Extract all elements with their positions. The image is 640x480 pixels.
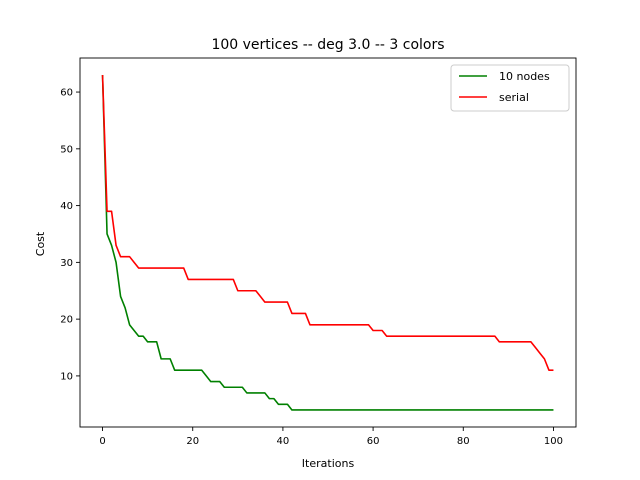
legend-label-0: 10 nodes — [499, 70, 550, 83]
series-layer — [101, 75, 554, 411]
y-tick-label-3: 40 — [60, 201, 73, 212]
y-tick-label-2: 30 — [60, 258, 73, 269]
x-tick-label-4: 80 — [457, 436, 470, 447]
y-tick-label-0: 10 — [60, 371, 73, 382]
legend: 10 nodes serial — [450, 64, 570, 112]
plot-area — [80, 58, 576, 427]
y-tick-label-1: 20 — [60, 315, 73, 326]
chart-title: 100 vertices -- deg 3.0 -- 3 colors — [211, 37, 444, 53]
y-tick-label-4: 50 — [60, 144, 73, 155]
axes-layer: 0 20 40 60 80 100 10 20 30 40 50 60 — [60, 57, 577, 447]
x-tick-label-0: 0 — [99, 436, 105, 447]
plot-background — [80, 58, 576, 427]
x-axis-label: Iterations — [302, 457, 355, 470]
x-tick-label-1: 20 — [186, 436, 199, 447]
y-axis-label: Cost — [34, 231, 47, 256]
y-tick-label-5: 60 — [60, 88, 73, 99]
axes-frame — [79, 57, 577, 428]
legend-label-1: serial — [499, 91, 529, 104]
x-tick-label-2: 40 — [277, 436, 290, 447]
x-tick-label-3: 60 — [367, 436, 380, 447]
series-line-0 — [101, 75, 554, 411]
x-tick-label-5: 100 — [544, 436, 563, 447]
series-line-1 — [101, 75, 554, 372]
